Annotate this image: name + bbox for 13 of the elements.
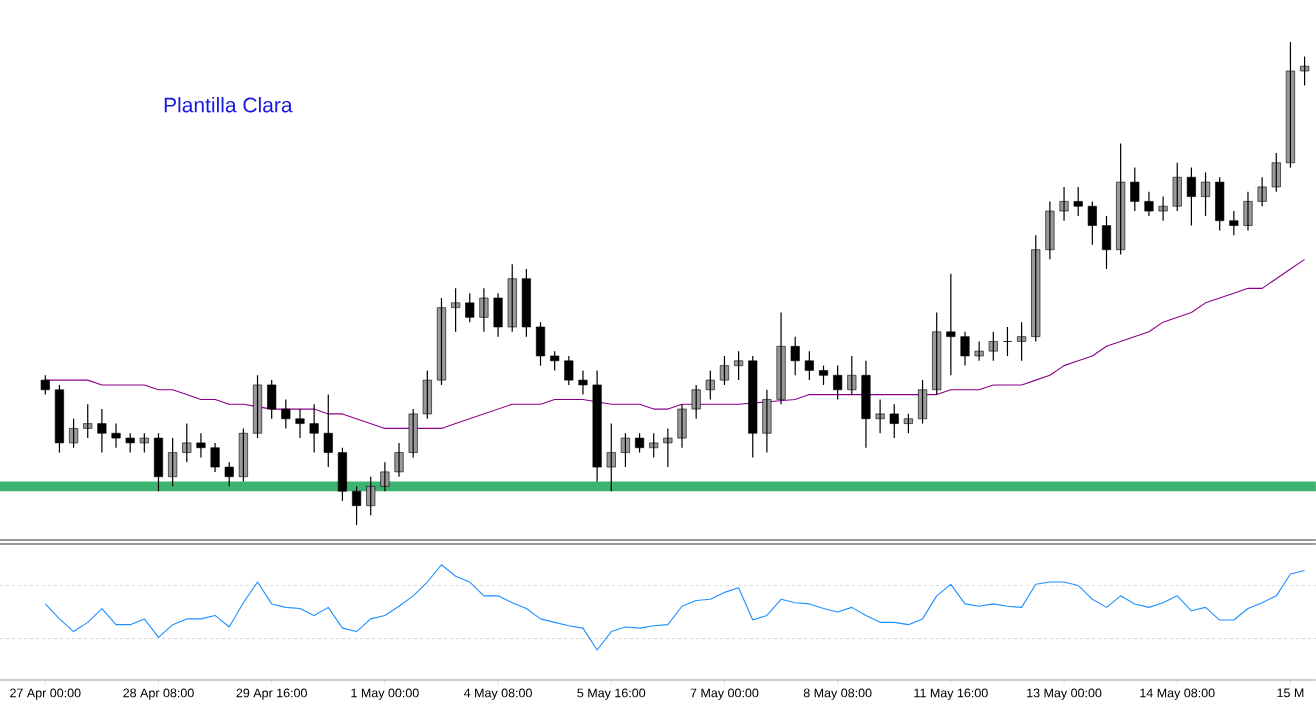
x-tick-label: 4 May 08:00 <box>463 688 532 700</box>
text: Plantilla Clara <box>164 97 293 113</box>
x-tick-label: 5 May 16:00 <box>577 688 646 700</box>
x-tick-label: 28 Apr 08:00 <box>123 688 194 700</box>
x-tick-label: 29 Apr 16:00 <box>236 688 307 700</box>
x-tick-label: 8 May 08:00 <box>803 688 872 700</box>
x-tick-label: 15 M <box>1277 688 1304 698</box>
x-tick-label: 27 Apr 00:00 <box>10 688 81 700</box>
x-tick-label: 14 May 08:00 <box>1140 688 1215 700</box>
x-tick-label: 11 May 16:00 <box>914 688 988 700</box>
x-tick-label: 7 May 00:00 <box>690 688 759 700</box>
x-tick-label: 1 May 00:00 <box>351 688 419 700</box>
x-tick-label: 13 May 00:00 <box>1027 688 1102 700</box>
